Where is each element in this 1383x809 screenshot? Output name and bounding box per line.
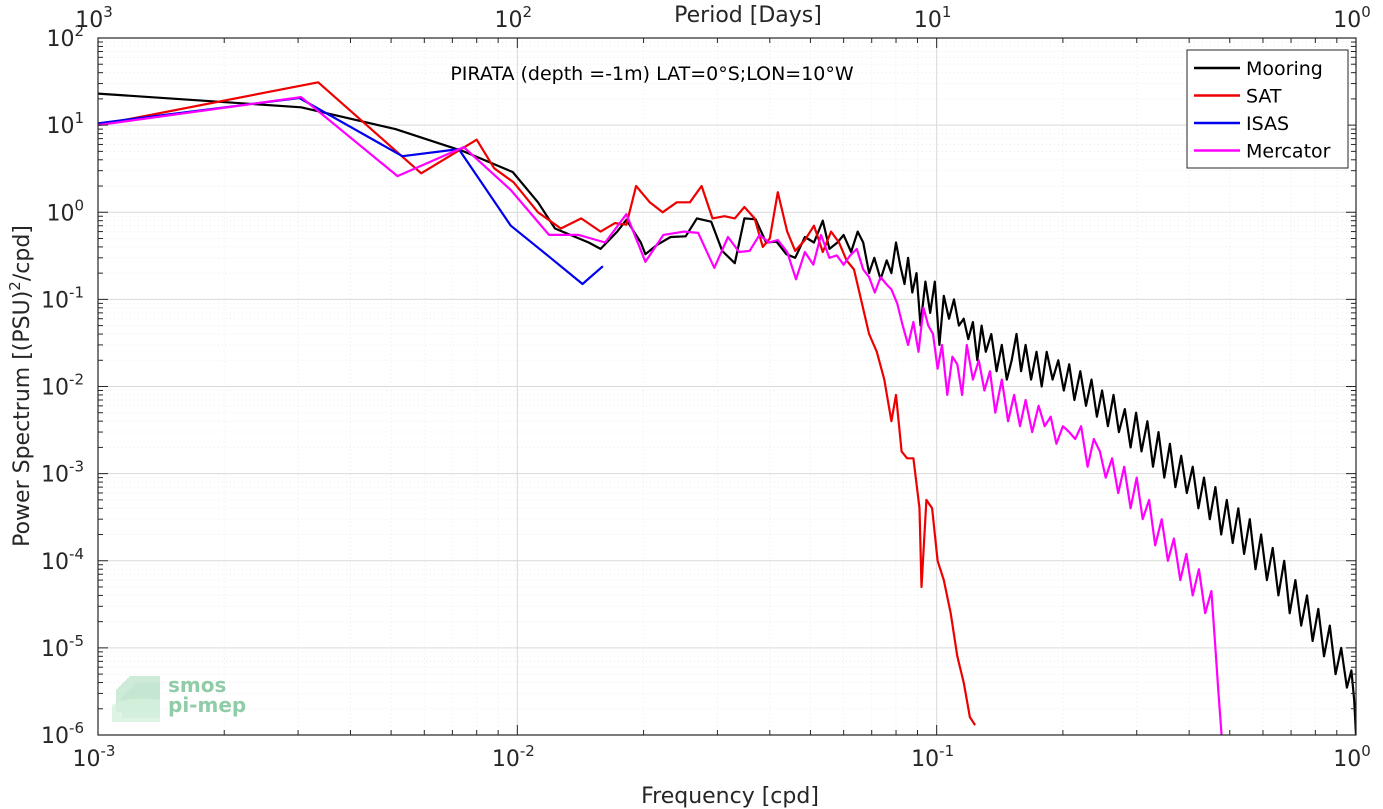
series-line-mooring <box>98 92 1356 735</box>
y-tick-label: 100 <box>46 196 84 226</box>
logo-layer-3 <box>112 698 160 722</box>
y-tick-label: 102 <box>46 22 84 52</box>
series-layer <box>98 81 1356 735</box>
x-tick-label: 10-3 <box>73 742 116 772</box>
x2-tick-label: 102 <box>495 3 533 33</box>
top-axis-title: Period [Days] <box>674 3 822 28</box>
smos-pi-mep-logo: smos pi-mep <box>112 673 246 722</box>
y-tick-label: 10-2 <box>41 371 84 401</box>
y-tick-label: 10-5 <box>41 632 84 662</box>
chart-title: PIRATA (depth =-1m) LAT=0°S;LON=10°W <box>450 63 854 85</box>
legend: Mooring SAT ISAS Mercator <box>1186 49 1349 169</box>
series-line-mercator <box>98 96 1223 735</box>
x-axis-title: Frequency [cpd] <box>641 784 819 809</box>
x2-tick-label: 101 <box>914 3 952 33</box>
legend-label-sat: SAT <box>1246 86 1282 108</box>
logo-text-pi-mep: pi-mep <box>168 693 246 717</box>
y-tick-label: 10-3 <box>41 458 84 488</box>
tick-marks <box>97 37 1357 736</box>
series-line-isas <box>98 96 604 286</box>
grid <box>97 38 1356 736</box>
x2-tick-label: 103 <box>75 3 113 33</box>
y-tick-label: 10-6 <box>41 719 84 749</box>
x-tick-label: 10-1 <box>911 742 954 772</box>
x-tick-label: 10-2 <box>492 742 535 772</box>
y-axis-title: Power Spectrum [(PSU)2/cpd] <box>6 225 35 547</box>
legend-label-mooring: Mooring <box>1246 58 1323 80</box>
x2-tick-label: 100 <box>1333 3 1371 33</box>
y-tick-label: 10-4 <box>41 545 84 575</box>
logo-text-smos: smos <box>168 673 226 697</box>
legend-label-mercator: Mercator <box>1246 141 1331 163</box>
x-tick-label: 100 <box>1333 742 1371 772</box>
y-tick-label: 10-1 <box>41 283 84 313</box>
series-line-sat <box>98 81 977 726</box>
legend-box <box>1186 49 1349 169</box>
y-tick-label: 101 <box>46 109 84 139</box>
legend-label-isas: ISAS <box>1246 113 1289 135</box>
